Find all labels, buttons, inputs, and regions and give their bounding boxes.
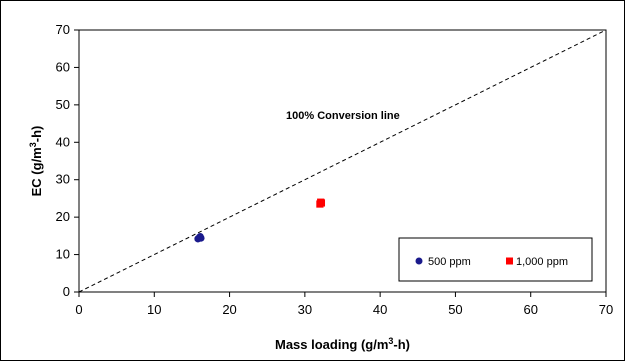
x-tick-label: 0 [75, 302, 82, 317]
x-tick-label: 70 [599, 302, 613, 317]
x-tick-label: 10 [147, 302, 161, 317]
x-axis-title: Mass loading (g/m3-h) [275, 336, 410, 352]
legend-label-1000ppm: 1,000 ppm [516, 256, 568, 268]
legend-marker-1000ppm [506, 257, 513, 265]
y-tick-label: 10 [56, 247, 70, 262]
plot-area-border [78, 29, 607, 293]
y-axis-title: EC (g/m3-h) [28, 126, 44, 197]
y-tick-label: 60 [56, 59, 70, 74]
legend-label-500ppm: 500 ppm [428, 256, 471, 268]
y-tick-label: 20 [56, 209, 70, 224]
data-points [194, 198, 326, 243]
x-tick-label: 50 [448, 302, 462, 317]
x-tick-label: 60 [523, 302, 537, 317]
point-1000ppm [317, 199, 326, 207]
conversion-reference-line [78, 29, 607, 293]
legend: 500 ppm 1,000 ppm [398, 237, 593, 282]
y-tick-label: 30 [56, 172, 70, 187]
y-axis: 0 10 20 30 40 50 60 70 [56, 22, 79, 299]
legend-box [398, 237, 593, 282]
plot-area [78, 29, 607, 293]
y-tick-label: 40 [56, 134, 70, 149]
legend-marker-500ppm [415, 257, 423, 265]
y-tick-label: 50 [56, 97, 70, 112]
x-tick-label: 40 [373, 302, 387, 317]
x-tick-label: 30 [298, 302, 312, 317]
y-tick-label: 0 [63, 284, 70, 299]
conversion-line-label: 100% Conversion line [286, 110, 400, 122]
y-tick-label: 70 [56, 22, 70, 37]
x-axis: 0 10 20 30 40 50 60 70 [75, 292, 613, 317]
point-500ppm [196, 233, 204, 241]
x-tick-label: 20 [222, 302, 236, 317]
